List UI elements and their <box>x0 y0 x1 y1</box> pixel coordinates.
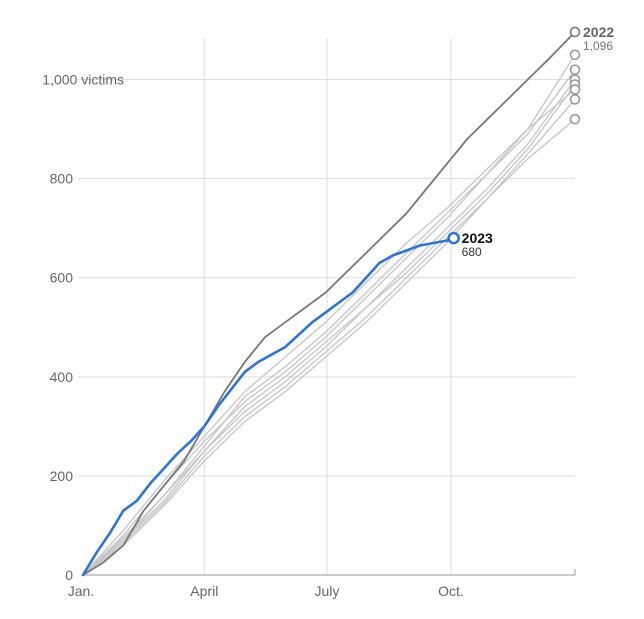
series-line-year-4 <box>82 78 576 576</box>
y-tick-label: 0 <box>65 567 73 583</box>
series-end-marker <box>447 231 460 245</box>
y-tick-label: 800 <box>50 171 74 187</box>
series-line-year-2 <box>82 54 576 576</box>
series-end-marker <box>569 94 581 105</box>
series-end-value: 1,096 <box>583 39 613 53</box>
series-end-marker <box>569 64 581 75</box>
series-line-2023 <box>81 236 456 577</box>
x-axis <box>83 569 576 576</box>
y-tick-label: 200 <box>50 468 74 484</box>
highlight-series-lines <box>81 236 456 577</box>
x-tick-label: April <box>190 583 218 599</box>
series-line-year-7 <box>82 88 576 576</box>
series-line-year-8 <box>82 118 576 576</box>
series-end-marker <box>569 49 581 61</box>
series-line-2022 <box>82 31 576 576</box>
y-tick-label: 1,000 victims <box>42 72 124 88</box>
series-end-label: 2022 <box>583 24 614 40</box>
x-tick-label: Jan. <box>68 583 94 599</box>
x-tick-label: July <box>315 583 340 599</box>
series-end-value: 680 <box>462 245 482 259</box>
light-series-lines <box>82 54 576 576</box>
tick-labels: 0 200 400 600 800 1,000 victims Jan. April July O… <box>42 24 614 599</box>
x-tick-label: Oct. <box>438 583 464 599</box>
dark-series-lines <box>82 31 576 576</box>
grid <box>78 38 575 575</box>
y-tick-label: 400 <box>50 369 74 385</box>
y-tick-label: 600 <box>50 270 74 286</box>
series-line-year-5 <box>82 83 576 576</box>
series-end-label: 2023 <box>462 230 493 246</box>
series-line-year-3 <box>82 68 576 576</box>
end-markers <box>447 26 581 245</box>
series-end-marker <box>569 84 581 95</box>
series-end-marker <box>569 26 581 38</box>
series-end-marker <box>569 113 581 125</box>
